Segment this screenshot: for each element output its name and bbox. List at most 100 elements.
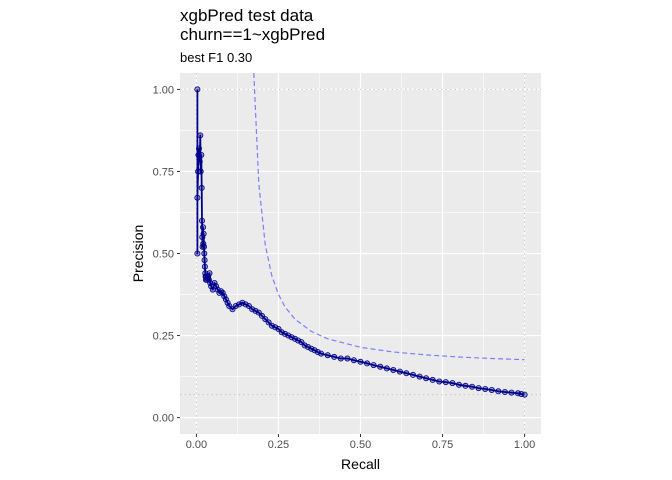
pr-point <box>211 279 218 286</box>
pr-point <box>314 348 321 355</box>
pr-series-layer <box>194 86 528 398</box>
pr-point <box>396 368 403 375</box>
chart-title: xgbPred test data <box>180 6 314 25</box>
pr-point <box>429 376 436 383</box>
pr-point <box>242 301 249 308</box>
pr-point <box>199 224 206 231</box>
pr-point <box>252 307 259 314</box>
pr-point <box>285 332 292 339</box>
chart-title-line2: churn==1~xgbPred <box>180 25 325 44</box>
y-axis-label: Precision <box>130 225 146 283</box>
y-tick-label: 0.50 <box>153 249 174 261</box>
pr-point <box>249 306 256 313</box>
pr-point <box>236 301 243 308</box>
pr-point <box>462 382 469 389</box>
pr-point <box>278 329 285 336</box>
pr-point <box>291 335 298 342</box>
f1-isoline-layer <box>253 72 525 361</box>
pr-point <box>409 371 416 378</box>
y-tick-label: 1.00 <box>153 84 174 96</box>
pr-point <box>331 353 338 360</box>
y-tick-label: 0.25 <box>153 331 174 343</box>
pr-point <box>194 194 201 201</box>
pr-point <box>357 358 364 365</box>
pr-point <box>206 270 213 277</box>
pr-point <box>198 217 205 224</box>
pr-point <box>416 373 423 380</box>
f1-isoline <box>253 72 525 361</box>
pr-point <box>383 365 390 372</box>
pr-point <box>199 234 206 241</box>
pr-point <box>214 286 221 293</box>
pr-point <box>194 250 201 257</box>
pr-point <box>197 132 204 139</box>
pr-point <box>308 345 315 352</box>
pr-point <box>423 375 430 382</box>
x-tick-label: 0.00 <box>186 439 207 451</box>
pr-point <box>198 151 205 158</box>
y-tick-label: 0.00 <box>153 413 174 425</box>
pr-point <box>219 289 226 296</box>
pr-point <box>198 184 205 191</box>
y-axis-ticks: 0.00 0.25 0.50 0.75 1.00 <box>153 84 180 425</box>
x-tick-label: 1.00 <box>514 439 535 451</box>
pr-point <box>475 385 482 392</box>
pr-point <box>213 283 220 290</box>
x-axis-label: Recall <box>341 456 380 472</box>
pr-point <box>318 350 325 357</box>
pr-point <box>224 299 231 306</box>
pr-point <box>195 145 202 152</box>
pr-point <box>304 343 311 350</box>
pr-point <box>281 330 288 337</box>
pr-point <box>200 243 207 250</box>
pr-point <box>324 352 331 359</box>
reference-lines <box>180 73 541 434</box>
pr-point <box>370 362 377 369</box>
pr-point <box>337 355 344 362</box>
pr-point <box>201 257 208 264</box>
pr-point <box>495 388 502 395</box>
pr-point <box>207 279 214 286</box>
pr-point <box>239 299 246 306</box>
pr-point <box>469 383 476 390</box>
pr-point <box>295 337 302 344</box>
pr-point <box>364 360 371 367</box>
x-tick-label: 0.50 <box>350 439 371 451</box>
pr-point <box>449 380 456 387</box>
pr-point <box>268 322 275 329</box>
pr-point <box>350 357 357 364</box>
pr-point <box>200 230 207 237</box>
x-axis-ticks: 0.00 0.25 0.50 0.75 1.00 <box>186 434 535 451</box>
x-tick-label: 0.25 <box>268 439 289 451</box>
pr-point <box>197 168 204 175</box>
pr-point <box>442 379 449 386</box>
pr-point <box>272 324 279 331</box>
pr-point <box>221 293 228 300</box>
pr-point <box>508 389 515 396</box>
pr-point <box>390 366 397 373</box>
pr-point <box>196 158 203 165</box>
pr-point <box>232 302 239 309</box>
pr-point <box>222 296 229 303</box>
major-grid <box>180 73 541 434</box>
y-tick-label: 0.75 <box>153 166 174 178</box>
pr-point <box>403 370 410 377</box>
pr-point <box>482 385 489 392</box>
pr-point <box>455 381 462 388</box>
x-tick-label: 0.75 <box>432 439 453 451</box>
pr-point <box>194 86 201 93</box>
pr-point <box>301 342 308 349</box>
pr-point <box>201 250 208 257</box>
pr-point <box>521 391 528 398</box>
pr-point <box>488 386 495 393</box>
chart-subtitle: best F1 0.30 <box>180 50 252 65</box>
pr-point <box>377 363 384 370</box>
pr-point <box>436 378 443 385</box>
pr-point <box>201 263 208 270</box>
pr-line <box>196 89 525 396</box>
pr-point <box>311 347 318 354</box>
pr-point <box>205 276 212 283</box>
pr-point <box>344 355 351 362</box>
pr-point <box>501 388 508 395</box>
